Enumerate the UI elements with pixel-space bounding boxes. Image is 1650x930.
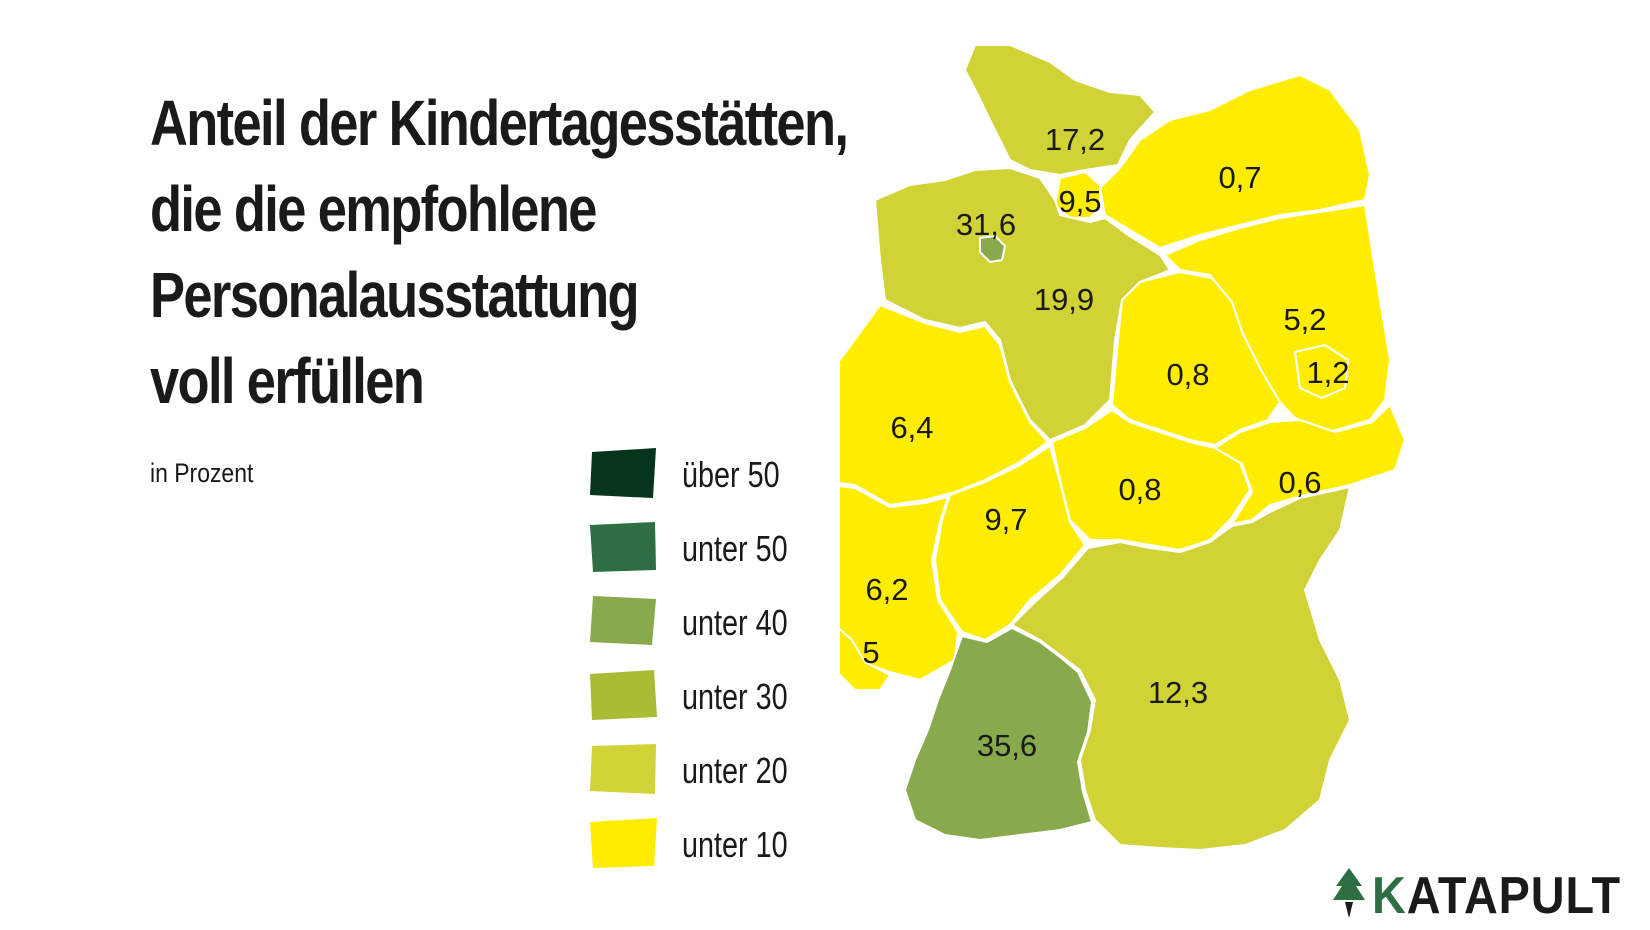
region-bayern — [1011, 486, 1351, 851]
region-thueringen — [1051, 409, 1251, 551]
legend-label: unter 30 — [682, 676, 788, 717]
title-line: Anteil der Kindertagesstätten, — [150, 87, 849, 159]
legend-swatch — [590, 522, 656, 572]
region-rheinland-pfalz — [840, 485, 959, 681]
region-value-label: 0,7 — [1218, 160, 1261, 195]
legend-item: unter 20 — [590, 744, 830, 794]
region-value-label: 0,6 — [1278, 465, 1321, 500]
logo-wordmark: KATAPULT — [1372, 866, 1621, 926]
region-saarland — [840, 628, 891, 691]
region-value-label: 0,8 — [1166, 357, 1209, 392]
region-berlin — [1294, 344, 1349, 399]
germany-map: 17,2 9,5 31,6 0,7 19,9 5,2 1,2 0,8 6,4 0… — [840, 44, 1406, 851]
region-schleswig-holstein — [964, 44, 1156, 176]
region-sachsen-anhalt — [1111, 271, 1281, 446]
legend-swatch — [590, 670, 657, 720]
legend-label: unter 40 — [682, 602, 788, 643]
region-value-label: 6,2 — [865, 572, 908, 607]
legend-item: unter 50 — [590, 522, 830, 572]
legend-swatch — [590, 818, 657, 868]
region-mecklenburg-vorpommern — [1099, 74, 1371, 249]
legend-label: über 50 — [682, 454, 780, 495]
region-bremen — [979, 235, 1006, 263]
region-nordrhein-westfalen — [840, 304, 1049, 506]
unit-subtitle: in Prozent — [150, 458, 254, 488]
legend-item: über 50 — [590, 448, 830, 498]
legend-swatch — [590, 596, 656, 645]
region-value-label: 35,6 — [977, 728, 1037, 763]
legend-item: unter 30 — [590, 670, 830, 720]
region-sachsen — [1214, 404, 1406, 525]
region-value-label: 17,2 — [1045, 122, 1105, 157]
legend-label: unter 10 — [682, 824, 788, 865]
region-value-label: 5,2 — [1283, 302, 1326, 337]
region-value-label: 9,7 — [984, 502, 1027, 537]
legend-item: unter 10 — [590, 818, 830, 868]
title-line: die die empfohlene — [150, 173, 597, 245]
region-hessen — [934, 445, 1086, 641]
region-value-label: 19,9 — [1034, 282, 1094, 317]
region-value-label: 9,5 — [1058, 184, 1101, 219]
region-value-label: 31,6 — [956, 207, 1016, 242]
tree-icon — [1333, 868, 1365, 918]
legend-label: unter 50 — [682, 528, 788, 569]
logo-wordmark-rest: ATAPULT — [1406, 867, 1621, 925]
legend-item: unter 40 — [590, 596, 830, 646]
legend-swatch — [590, 744, 656, 794]
region-value-label: 6,4 — [890, 410, 933, 445]
title-line: voll erfüllen — [150, 345, 425, 417]
region-value-label: 12,3 — [1148, 675, 1208, 710]
region-value-label: 0,8 — [1118, 472, 1161, 507]
map-title: Anteil der Kindertagesstätten, die die e… — [150, 80, 849, 424]
logo-letter-k: K — [1372, 867, 1407, 925]
region-value-label: 1,2 — [1306, 355, 1349, 390]
legend-swatch — [590, 448, 656, 498]
region-baden-wuerttemberg — [904, 627, 1093, 841]
legend-label: unter 20 — [682, 750, 788, 791]
region-value-label: 5 — [862, 635, 879, 670]
title-line: Personalausstattung — [150, 259, 640, 331]
katapult-logo: KATAPULT — [1332, 866, 1632, 925]
